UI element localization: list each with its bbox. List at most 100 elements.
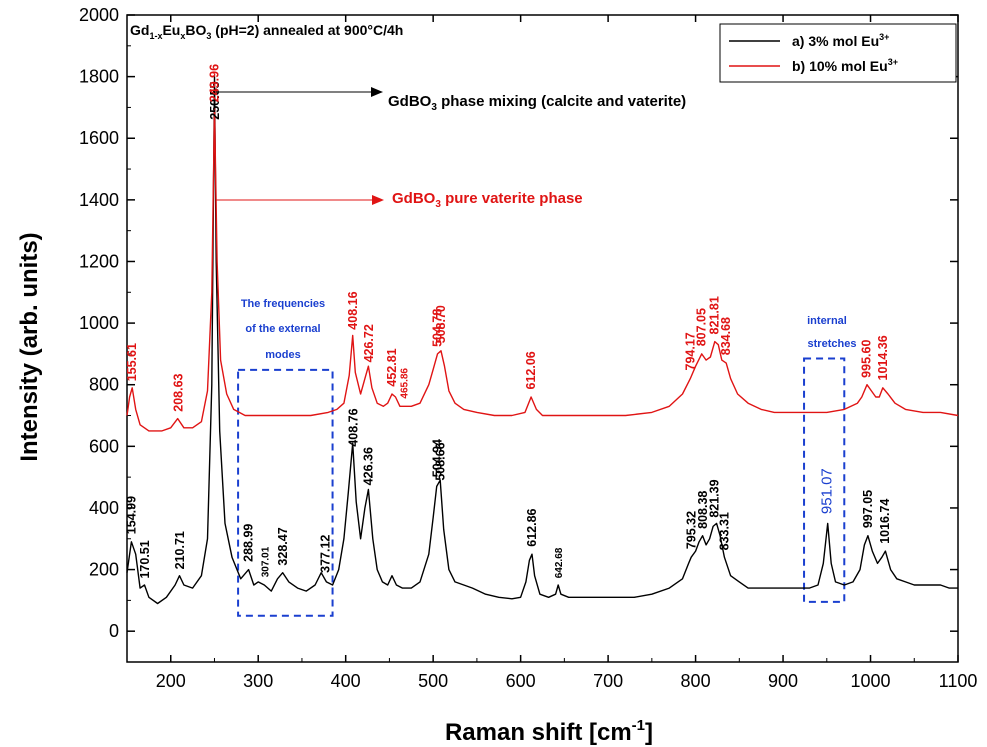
black-peak-label: 795.32 (684, 511, 698, 549)
xlabel-part-2: ] (645, 719, 653, 746)
external-modes-line-2: of the external (245, 323, 320, 335)
red-peak-label: 794.17 (683, 332, 697, 370)
y-tick-label: 1800 (79, 67, 119, 87)
external-modes-box (237, 368, 334, 617)
black-peak-label: 833.31 (718, 512, 732, 550)
legend-box (719, 23, 957, 83)
black-peak-label: 307.01 (260, 546, 271, 577)
red-peak-label: 807.05 (695, 308, 709, 346)
x-tick-label: 600 (506, 671, 536, 691)
y-axis-title: Intensity (arb. units) (16, 232, 43, 461)
region-boxes (237, 357, 846, 617)
y-tick-label: 1000 (79, 313, 119, 333)
black-peak-label: 210.71 (173, 531, 187, 569)
title-part-0: Gd (130, 22, 149, 38)
x-axis-title: Raman shift [cm-1] (445, 717, 653, 746)
x-tick-label: 400 (331, 671, 361, 691)
legend-a-part-1: 3+ (879, 32, 889, 42)
red-peak-label: 208.63 (171, 373, 185, 411)
black-arrow-part-1: 3 (431, 102, 437, 113)
black-peak-label: 1016.74 (878, 499, 892, 544)
legend-b-part-1: 3+ (888, 57, 898, 67)
internal-stretches-line-2: stretches (808, 338, 857, 350)
x-tick-label: 1100 (939, 671, 978, 691)
axes-group: 200 300 400 500 600 700 800 900 1000 1100 0 200 400 6… (79, 5, 977, 691)
title-part-5: 3 (206, 31, 211, 41)
red-peak-label: 995.60 (860, 340, 874, 378)
red-peak-label: 465.86 (399, 368, 410, 399)
black-peak-label: 288.99 (242, 524, 256, 562)
title-part-2: Eu (162, 22, 180, 38)
x-tick-label: 500 (418, 671, 448, 691)
black-peak-label: 808.38 (696, 491, 710, 529)
black-arrow-part-2: phase mixing (calcite and vaterite) (437, 93, 686, 110)
y-tick-label: 800 (89, 375, 119, 395)
black-peak-label: 408.76 (346, 408, 360, 446)
red-arrow-text: GdBO3 pure vaterite phase (392, 190, 583, 210)
external-modes-label: The frequencies of the external modes (241, 298, 325, 361)
black-peak-label: 250.55 (208, 81, 222, 119)
y-tick-label: 0 (109, 621, 119, 641)
chart-title: Gd1-xEuxBO3 (pH=2) annealed at 900°C/4h (130, 22, 403, 41)
y-tick-label: 400 (89, 498, 119, 518)
internal-stretches-line-1: internal (807, 315, 847, 327)
y-tick-label: 2000 (79, 5, 119, 25)
legend-a-part-0: a) 3% mol Eu (792, 33, 879, 49)
legend-label-b: b) 10% mol Eu3+ (792, 57, 898, 74)
red-peak-label: 426.72 (362, 324, 376, 362)
black-arrow-annotation: GdBO3 phase mixing (calcite and vaterite… (216, 87, 686, 113)
red-peak-label: 821.81 (708, 296, 722, 334)
y-tick-label: 1600 (79, 128, 119, 148)
series-group (126, 75, 959, 605)
black-peak-label: 821.39 (707, 479, 721, 517)
x-tick-label: 700 (593, 671, 623, 691)
red-arrow-annotation: GdBO3 pure vaterite phase (216, 190, 583, 210)
red-peak-label: 452.81 (385, 348, 399, 386)
black-peak-label: 612.86 (525, 508, 539, 546)
black-peak-label: 426.36 (362, 447, 376, 485)
x-tick-label: 900 (768, 671, 798, 691)
blue-peak-label: 951.07 (819, 468, 836, 514)
black-peak-label: 328.47 (276, 527, 290, 565)
internal-stretches-box (803, 357, 846, 603)
red-peak-label: 834.68 (719, 317, 733, 355)
black-arrow-part-0: GdBO (388, 93, 432, 110)
internal-stretches-label: internal stretches (807, 315, 856, 350)
red-peak-label: 508.70 (434, 305, 448, 343)
red-arrow-part-1: 3 (435, 199, 441, 210)
xlabel-part-0: Raman shift [cm (445, 719, 632, 746)
external-modes-line-3: modes (265, 349, 300, 361)
red-peak-label: 249.96 (207, 64, 221, 102)
red-peak-label: 408.16 (346, 291, 360, 329)
legend-label-a: a) 3% mol Eu3+ (792, 32, 889, 49)
black-peak-label: 170.51 (138, 540, 152, 578)
red-peak-label: 504.78 (430, 309, 444, 347)
red-arrow-part-2: pure vaterite phase (441, 190, 583, 207)
series-line-b (126, 106, 959, 432)
black-arrow-text: GdBO3 phase mixing (calcite and vaterite… (388, 93, 686, 113)
xlabel-part-1: -1 (632, 717, 645, 734)
legend: a) 3% mol Eu3+ b) 10% mol Eu3+ (719, 23, 957, 83)
red-arrow-part-0: GdBO (392, 190, 436, 207)
x-tick-label: 300 (243, 671, 273, 691)
y-tick-label: 200 (89, 560, 119, 580)
series-line-a (126, 75, 958, 605)
y-tick-label: 1200 (79, 251, 119, 271)
black-peak-label: 997.05 (861, 490, 875, 528)
black-peak-label: 642.68 (554, 547, 565, 578)
legend-b-part-0: b) 10% mol Eu (792, 58, 888, 74)
black-peak-label: 154.99 (124, 496, 138, 534)
x-tick-label: 1000 (851, 671, 891, 691)
y-tick-label: 1400 (79, 190, 119, 210)
title-part-6: (pH=2) annealed at 900°C/4h (211, 22, 403, 38)
black-peak-label: 504.94 (430, 439, 444, 477)
title-part-4: BO (185, 22, 206, 38)
black-arrow-head (371, 87, 383, 97)
red-peak-label: 612.06 (524, 351, 538, 389)
x-tick-label: 800 (681, 671, 711, 691)
red-peak-label: 155.61 (125, 343, 139, 381)
plot-frame (126, 14, 959, 663)
black-peak-label: 508.66 (434, 442, 448, 480)
